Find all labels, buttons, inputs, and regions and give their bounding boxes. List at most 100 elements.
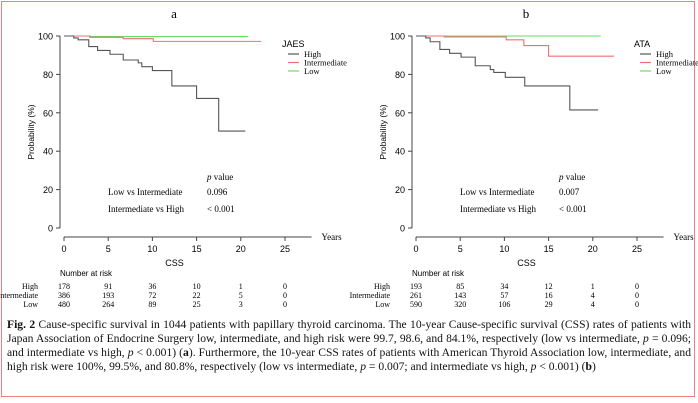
risk-count: 34: [500, 282, 508, 291]
caption-segment: p: [643, 332, 649, 345]
p-italic: p: [558, 172, 564, 182]
risk-count: 106: [498, 300, 510, 309]
risk-count: 89: [148, 300, 156, 309]
p-value: 0.007: [559, 187, 580, 197]
risk-count: 261: [410, 291, 422, 300]
y-tick-label: 40: [395, 147, 405, 157]
legend-label: Low: [656, 66, 672, 76]
legend-title: ATA: [634, 39, 650, 49]
risk-count: 12: [545, 282, 553, 291]
p-value-comparison: Low vs Intermediate: [108, 187, 182, 197]
figure-label: Fig. 2: [7, 318, 36, 331]
p-value-word: value: [212, 172, 234, 182]
legend-label: High: [304, 49, 322, 59]
risk-count: 36: [148, 282, 156, 291]
risk-count: 1: [239, 282, 243, 291]
y-tick-label: 60: [395, 108, 405, 118]
panel-label: b: [523, 6, 530, 21]
caption-segment: Cause-specific survival in 1044 patients…: [7, 318, 691, 345]
risk-count: 0: [283, 300, 287, 309]
risk-count: 1: [591, 282, 595, 291]
x-tick-label: 10: [147, 244, 157, 254]
legend-label: High: [656, 49, 674, 59]
legend-label: Intermediate: [656, 58, 698, 68]
series-intermediate: [416, 35, 615, 57]
figure-caption: Fig. 2 Cause-specific survival in 1044 p…: [7, 318, 691, 374]
risk-count: 480: [58, 300, 70, 309]
x-tick-label: 25: [280, 244, 290, 254]
x-axis-label: CSS: [165, 258, 184, 268]
risk-count: 57: [500, 291, 508, 300]
risk-count: 590: [410, 300, 422, 309]
x-tick-label: 15: [192, 244, 202, 254]
caption-segment: a: [183, 346, 189, 359]
p-value-header: p value: [206, 172, 233, 182]
caption-segment: = 0.096; and intermediate vs high,: [7, 332, 691, 359]
risk-count: 264: [102, 300, 114, 309]
p-value: < 0.001: [207, 204, 235, 214]
risk-table-title: Number at risk: [412, 269, 465, 278]
p-value-word: value: [564, 172, 586, 182]
x-tick-label: 15: [544, 244, 554, 254]
risk-count: 10: [193, 282, 201, 291]
risk-count: 22: [193, 291, 201, 300]
caption-segment: b: [585, 360, 592, 373]
risk-count: 178: [58, 282, 70, 291]
risk-count: 0: [635, 300, 639, 309]
y-tick-label: 80: [43, 70, 53, 80]
series-intermediate: [64, 35, 262, 42]
x-axis-label: CSS: [517, 258, 536, 268]
y-tick-label: 100: [390, 32, 405, 42]
x-tick-label: 10: [499, 244, 509, 254]
risk-count: 4: [591, 291, 595, 300]
caption-segment: ). Furthermore, the 10-year CSS rates of…: [7, 346, 692, 373]
y-tick-label: 20: [395, 185, 405, 195]
p-value-header: p value: [558, 172, 585, 182]
p-italic: p: [206, 172, 212, 182]
caption-segment: p: [360, 360, 366, 373]
x-unit-label: Years: [322, 232, 343, 242]
series-high: [416, 35, 599, 111]
risk-row-label: High: [374, 282, 390, 291]
y-tick-label: 80: [395, 70, 405, 80]
risk-row-label: High: [22, 282, 38, 291]
risk-count: 320: [454, 300, 466, 309]
risk-row-label: Low: [23, 300, 38, 309]
x-unit-label: Years: [674, 232, 695, 242]
y-tick-label: 40: [43, 147, 53, 157]
panel-label: a: [171, 6, 177, 21]
risk-count: 193: [410, 282, 422, 291]
x-tick-label: 5: [106, 244, 111, 254]
p-value: 0.096: [207, 187, 228, 197]
risk-count: 386: [58, 291, 70, 300]
risk-count: 193: [102, 291, 114, 300]
caption-segment: p: [127, 346, 134, 359]
risk-count: 91: [104, 282, 112, 291]
series-high: [64, 35, 246, 132]
y-tick-label: 60: [43, 108, 53, 118]
risk-count: 16: [545, 291, 553, 300]
risk-count: 85: [456, 282, 464, 291]
y-axis-label: Probability (%): [378, 104, 388, 159]
x-tick-label: 25: [632, 244, 642, 254]
risk-count: 29: [545, 300, 553, 309]
risk-table-title: Number at risk: [60, 269, 113, 278]
risk-count: 0: [283, 291, 287, 300]
legend-label: Intermediate: [304, 58, 347, 68]
p-value-comparison: Intermediate vs High: [108, 204, 184, 214]
risk-count: 3: [239, 300, 243, 309]
risk-row-label: Low: [375, 300, 390, 309]
legend-title: JAES: [282, 39, 305, 49]
y-axis-label: Probability (%): [26, 104, 36, 159]
caption-segment: ): [591, 360, 596, 373]
caption-segment: p: [530, 360, 537, 373]
y-tick-label: 0: [48, 224, 53, 234]
x-tick-label: 0: [413, 244, 418, 254]
x-tick-label: 20: [236, 244, 246, 254]
risk-count: 72: [148, 291, 156, 300]
caption-segment: < 0.001) (: [536, 360, 586, 373]
risk-row-label: Intermediate: [350, 291, 391, 300]
y-tick-label: 0: [400, 224, 405, 234]
y-tick-label: 100: [38, 32, 53, 42]
